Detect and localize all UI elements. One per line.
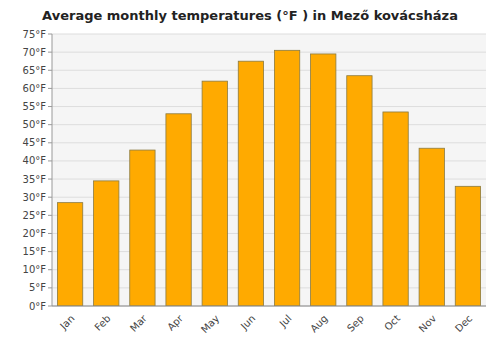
x-tick-label: Jun [238,313,258,333]
y-tick [48,269,52,270]
x-tick-label: Nov [417,313,439,335]
bar [455,186,480,306]
page: {"chart_data": {"type": "bar", "title": … [0,0,500,350]
x-tick-label: Oct [382,313,402,333]
y-tick [48,306,52,307]
x-tick-label: Jan [57,313,76,332]
bar [238,61,263,306]
y-axis: 0°F 5°F 10°F 15°F 20°F 25°F 30°F 35°F 40°F 45°F 50… [23,29,52,312]
grid [52,34,486,306]
y-tick-label: 40°F [23,155,47,166]
y-tick [48,251,52,252]
bar [130,150,155,306]
x-tick-label: Feb [92,313,112,333]
bar [419,148,444,306]
bar [383,112,408,306]
y-tick-label: 10°F [23,264,47,275]
bars [57,50,480,306]
x-tick-label: Jul [277,313,294,330]
x-axis-line [52,306,486,307]
chart-svg: 0°F 5°F 10°F 15°F 20°F 25°F 30°F 35°F 40°F 45°F 50… [0,0,500,350]
y-tick [48,106,52,107]
y-tick [48,233,52,234]
grid-line [52,52,486,53]
y-tick-label: 45°F [23,137,47,148]
y-tick [48,88,52,89]
x-tick-label: Aug [308,313,330,335]
y-tick-label: 35°F [23,174,47,185]
y-tick [48,179,52,180]
bar [166,114,191,306]
bar [202,81,227,306]
y-tick-label: 70°F [23,47,47,58]
y-tick [48,160,52,161]
bar [347,76,372,306]
grid-line [52,34,486,35]
grid-line [52,70,486,71]
plot-background [52,34,486,306]
y-tick [48,52,52,53]
y-tick-label: 0°F [29,301,46,312]
y-tick-label: 15°F [23,246,47,257]
x-axis: Jan Feb Mar Apr May Jun Jul Aug Sep Oct Nov Dec [52,306,486,335]
grid-line [52,306,486,307]
y-tick [48,34,52,35]
grid-line [52,124,486,125]
y-tick [48,142,52,143]
chart-container: 0°F 5°F 10°F 15°F 20°F 25°F 30°F 35°F 40°F 45°F 50… [0,0,500,350]
y-tick [48,70,52,71]
y-tick-label: 25°F [23,210,47,221]
y-tick-label: 5°F [29,282,46,293]
y-tick [48,197,52,198]
y-tick [48,287,52,288]
bar [311,54,336,306]
y-axis-line [52,34,53,306]
y-tick-label: 60°F [23,83,47,94]
y-tick-label: 75°F [23,29,47,40]
x-tick-label: Sep [345,313,366,334]
y-tick-label: 65°F [23,65,47,76]
grid-line [52,88,486,89]
bar [94,181,119,306]
y-tick [48,215,52,216]
y-tick [48,124,52,125]
x-tick-label: Apr [165,312,186,333]
y-tick-label: 20°F [23,228,47,239]
x-tick-label: Dec [453,313,474,334]
chart-title: Average monthly temperatures (°F ) in Me… [42,8,458,23]
y-tick-label: 50°F [23,119,47,130]
grid-line [52,142,486,143]
bar [274,50,299,306]
y-tick-label: 55°F [23,101,47,112]
x-tick-label: May [199,313,221,335]
bar [57,203,82,306]
x-tick-label: Mar [128,312,150,334]
grid-line [52,106,486,107]
y-tick-label: 30°F [23,192,47,203]
